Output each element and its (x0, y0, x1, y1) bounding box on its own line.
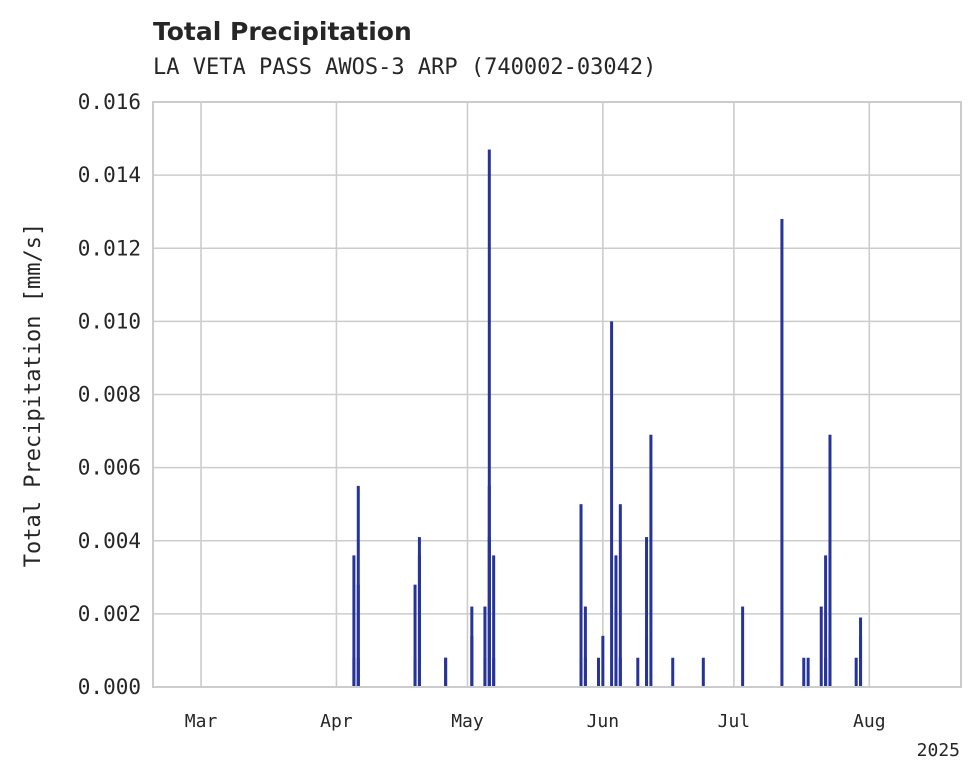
x-tick-label: Apr (320, 711, 353, 732)
x-tick-label: May (451, 711, 484, 732)
precip-bar (614, 606, 618, 687)
precip-bar (780, 219, 784, 687)
precip-bar (413, 657, 417, 687)
x-tick-label: Jul (718, 711, 751, 732)
y-tick-label: 0.012 (78, 236, 141, 260)
precip-bar (806, 657, 810, 687)
y-tick-label: 0.016 (78, 90, 141, 114)
precip-bar (583, 606, 587, 687)
y-tick-labels: 0.000 0.002 0.004 0.006 0.008 0.010 0.012 0.014… (78, 90, 141, 699)
y-axis-label: Total Precipitation [mm/s] (21, 223, 46, 567)
precip-bar (859, 617, 863, 687)
precip-bar (645, 635, 649, 687)
plot-frame (152, 101, 962, 688)
precip-bar (824, 555, 828, 688)
precip-bar (413, 584, 417, 688)
precip-bar (492, 555, 496, 688)
precip-bar (854, 657, 858, 687)
grid-lines (153, 101, 961, 688)
precip-bar (828, 635, 832, 687)
precip-bar (444, 657, 448, 687)
x-tick-label: Jun (587, 711, 620, 732)
precip-bar (618, 504, 622, 687)
x-tick-label: Mar (185, 711, 218, 732)
y-tick-label: 0.008 (78, 383, 141, 407)
x-tick-label: Aug (853, 711, 886, 732)
precip-bar (671, 657, 675, 687)
precip-bar (741, 606, 745, 687)
precip-bar (483, 606, 487, 687)
y-tick-label: 0.010 (78, 309, 141, 333)
precip-bar (645, 537, 649, 687)
precip-bar (828, 434, 832, 687)
y-tick-label: 0.004 (78, 529, 141, 553)
precip-bar (596, 657, 600, 687)
precip-bar (583, 657, 587, 687)
x-year-label: 2025 (917, 740, 960, 761)
precip-bar (601, 635, 605, 687)
precip-bar (636, 657, 640, 687)
x-tick-labels: Mar Apr May Jun Jul Aug (185, 711, 886, 732)
y-tick-label: 0.002 (78, 602, 141, 626)
precip-bar (824, 657, 828, 687)
precip-bar (356, 584, 360, 688)
precip-bar (470, 635, 474, 687)
precip-bar (352, 555, 356, 688)
y-tick-label: 0.000 (78, 675, 141, 699)
precip-bar (701, 657, 705, 687)
chart-subtitle: LA VETA PASS AWOS-3 ARP (740002-03042) (153, 55, 656, 80)
precip-bar (487, 149, 491, 687)
precip-bar (819, 606, 823, 687)
y-tick-label: 0.006 (78, 456, 141, 480)
precip-bar (802, 657, 806, 687)
chart-title: Total Precipitation (153, 17, 412, 46)
precip-bar (579, 504, 583, 687)
precip-bar (417, 555, 421, 688)
precip-bar (649, 434, 653, 687)
y-tick-label: 0.014 (78, 163, 141, 187)
precip-bar (356, 657, 360, 687)
bars (352, 149, 863, 688)
precip-bar (492, 657, 496, 687)
precip-bar (610, 321, 614, 688)
